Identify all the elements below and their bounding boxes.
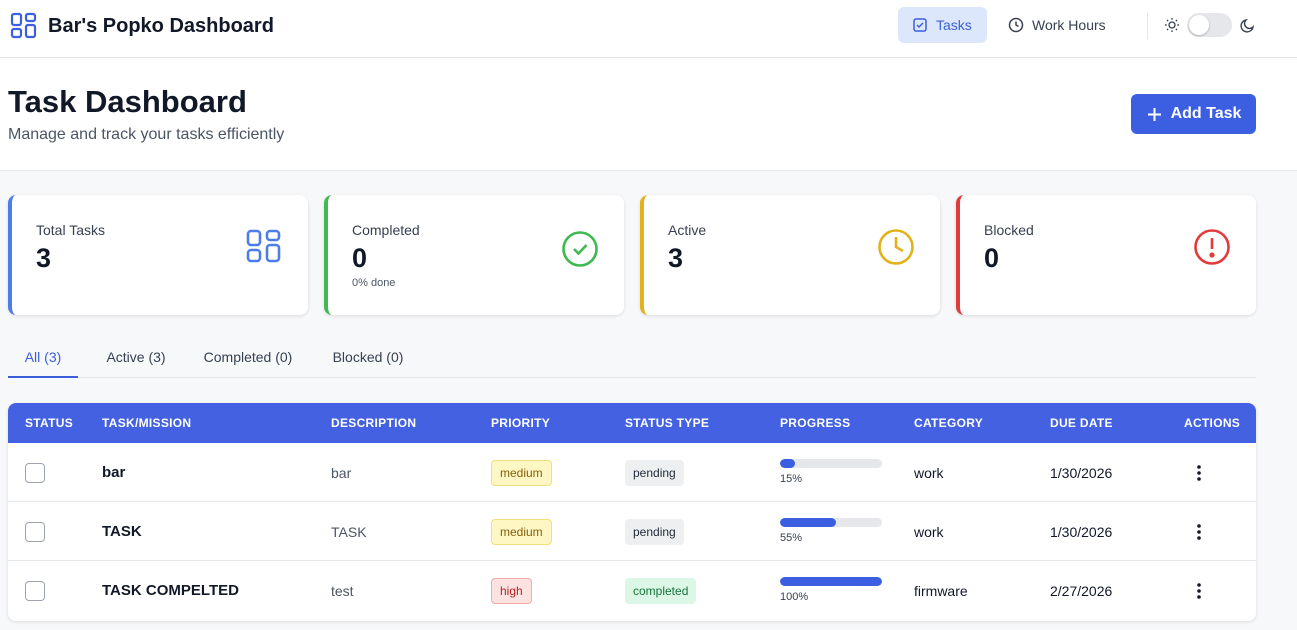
task-title: bar xyxy=(102,464,126,481)
alert-circle-icon xyxy=(1194,229,1230,265)
progress-bar-fill xyxy=(780,458,796,468)
check-circle-icon xyxy=(562,231,598,267)
task-due-date: 2/27/2026 xyxy=(1050,582,1113,599)
task-category: firmware xyxy=(914,582,968,599)
status-badge: pending xyxy=(625,518,684,545)
progress-percent: 55% xyxy=(780,531,803,544)
tab-blocked[interactable]: Blocked (0) xyxy=(332,349,404,365)
task-category: work xyxy=(914,523,944,540)
stat-card-active: Active 3 xyxy=(640,195,940,315)
more-actions-icon[interactable] xyxy=(1189,463,1209,483)
add-task-button[interactable]: Add Task xyxy=(1131,94,1256,134)
more-actions-icon[interactable] xyxy=(1189,581,1209,601)
brand[interactable]: Bar's Popko Dashboard xyxy=(10,12,274,40)
progress-percent: 15% xyxy=(780,472,803,485)
clock-icon xyxy=(878,229,914,265)
tasks-table: STATUS TASK/MISSION DESCRIPTION PRIORITY… xyxy=(8,403,1256,621)
status-badge: pending xyxy=(625,459,684,486)
page-header: Task Dashboard Manage and track your tas… xyxy=(0,58,1297,171)
nav-tasks-label: Tasks xyxy=(936,17,972,33)
task-checkbox[interactable] xyxy=(25,580,45,601)
task-due-date: 1/30/2026 xyxy=(1050,523,1113,540)
nav-work-hours-button[interactable]: Work Hours xyxy=(994,7,1122,43)
status-badge: completed xyxy=(625,577,697,604)
nav-divider xyxy=(1147,13,1148,39)
task-due-date: 1/30/2026 xyxy=(1050,464,1113,481)
column-header-priority[interactable]: PRIORITY xyxy=(491,416,551,430)
stat-label: Blocked xyxy=(984,222,1034,238)
nav-tasks-button[interactable]: Tasks xyxy=(898,7,987,43)
stat-value: 3 xyxy=(36,243,52,273)
sun-icon xyxy=(1165,18,1179,32)
stat-label: Total Tasks xyxy=(36,222,105,238)
table-row[interactable]: bar bar medium pending 15% work 1/30/202… xyxy=(8,443,1256,502)
column-header-description[interactable]: DESCRIPTION xyxy=(331,416,417,430)
column-header-task[interactable]: TASK/MISSION xyxy=(102,416,192,430)
add-task-label: Add Task xyxy=(1170,105,1242,122)
column-header-due-date[interactable]: DUE DATE xyxy=(1050,416,1113,430)
task-description: bar xyxy=(331,464,352,481)
stat-card-completed: Completed 0 0% done xyxy=(324,195,624,315)
page-title: Task Dashboard xyxy=(8,84,247,119)
nav-work-hours-label: Work Hours xyxy=(1032,17,1106,33)
dashboard-logo-icon xyxy=(10,12,37,39)
stat-label: Active xyxy=(668,222,707,238)
task-description: TASK xyxy=(331,523,367,540)
stat-label: Completed xyxy=(352,222,420,238)
table-header: STATUS TASK/MISSION DESCRIPTION PRIORITY… xyxy=(8,403,1256,443)
progress-bar xyxy=(780,458,882,468)
column-header-status[interactable]: STATUS xyxy=(25,416,74,430)
stat-card-total: Total Tasks 3 xyxy=(8,195,308,315)
task-category: work xyxy=(914,464,944,481)
task-title: TASK xyxy=(102,523,142,540)
more-actions-icon[interactable] xyxy=(1189,522,1209,542)
filter-tabs: All (3) Active (3) Completed (0) Blocked… xyxy=(8,340,1256,378)
table-row[interactable]: TASK TASK medium pending 55% work 1/30/2… xyxy=(8,502,1256,561)
theme-toggle[interactable] xyxy=(1187,13,1232,37)
table-row[interactable]: TASK COMPELTED test high completed 100% … xyxy=(8,561,1256,620)
top-navbar: Bar's Popko Dashboard Tasks Work Hours xyxy=(0,0,1297,58)
stat-value: 0 xyxy=(352,243,368,273)
progress-bar xyxy=(780,576,882,586)
progress-bar-fill xyxy=(780,517,837,527)
task-description: test xyxy=(331,582,354,599)
plus-icon xyxy=(1147,107,1161,121)
task-checkbox[interactable] xyxy=(25,462,45,483)
column-header-progress[interactable]: PROGRESS xyxy=(780,416,851,430)
priority-badge: high xyxy=(491,577,532,604)
app-title: Bar's Popko Dashboard xyxy=(48,14,274,37)
progress-percent: 100% xyxy=(780,590,809,603)
column-header-category[interactable]: CATEGORY xyxy=(914,416,984,430)
task-title: TASK COMPELTED xyxy=(102,582,239,599)
progress-bar-fill xyxy=(780,576,882,586)
task-checkbox[interactable] xyxy=(25,521,45,542)
tab-active[interactable]: Active (3) xyxy=(106,349,166,365)
tab-all[interactable]: All (3) xyxy=(8,340,78,378)
priority-badge: medium xyxy=(491,459,552,486)
clock-icon xyxy=(1008,17,1024,33)
column-header-actions: ACTIONS xyxy=(1184,416,1241,430)
progress-bar xyxy=(780,517,882,527)
stat-value: 3 xyxy=(668,243,684,273)
column-header-status-type[interactable]: STATUS TYPE xyxy=(625,416,710,430)
priority-badge: medium xyxy=(491,518,552,545)
tab-completed[interactable]: Completed (0) xyxy=(203,349,293,365)
checkbox-icon xyxy=(913,18,927,32)
grid-icon xyxy=(246,229,281,263)
stat-subtext: 0% done xyxy=(352,277,396,289)
stat-value: 0 xyxy=(984,243,1000,273)
moon-icon xyxy=(1240,18,1255,33)
stat-card-blocked: Blocked 0 xyxy=(956,195,1256,315)
page-subtitle: Manage and track your tasks efficiently xyxy=(8,126,285,143)
theme-toggle-knob xyxy=(1189,15,1209,35)
